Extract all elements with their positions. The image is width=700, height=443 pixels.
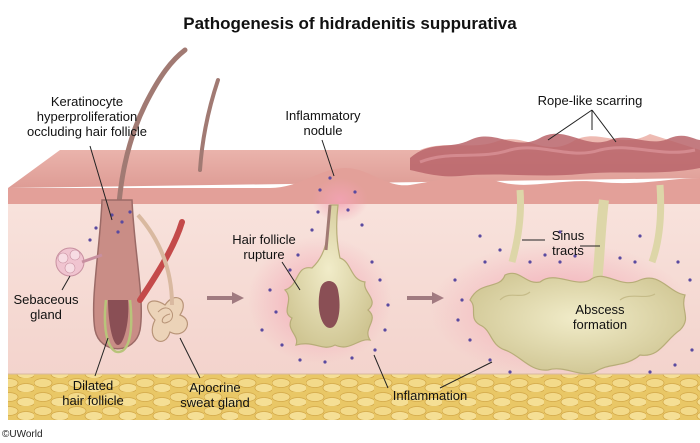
label-line: Sebaceous	[13, 292, 79, 307]
label-line: Abscess	[575, 302, 625, 317]
label-rope-like-scarring: Rope-like scarring	[537, 93, 643, 108]
label-apocrine-sweat-gland: Apocrine sweat gland	[160, 380, 270, 410]
sebaceous-gland	[55, 247, 103, 277]
apocrine-sweat-gland	[136, 213, 188, 342]
label-line: hyperproliferation	[36, 109, 138, 124]
sinus-tract-3	[648, 184, 665, 264]
label-abscess-formation: Abscess formation	[550, 302, 650, 332]
label-line: occluding hair follicle	[27, 124, 147, 139]
label-line: Inflammatory	[285, 108, 361, 123]
copyright-notice: ©UWorld	[2, 429, 43, 440]
hair-shaft-2	[198, 78, 220, 172]
label-line: formation	[572, 317, 628, 332]
label-line: Sinus	[551, 228, 585, 243]
label-dilated-hair-follicle: Dilated hair follicle	[38, 378, 148, 408]
label-inflammatory-nodule: Inflammatory nodule	[268, 108, 378, 138]
leader-lines	[61, 109, 617, 389]
label-line: Hair follicle	[232, 232, 296, 247]
label-line: Dilated	[72, 378, 114, 393]
label-line: rupture	[243, 247, 285, 262]
label-line: hair follicle	[62, 393, 124, 408]
diagram-title: Pathogenesis of hidradenitis suppurativa	[183, 14, 517, 33]
label-line: gland	[30, 307, 62, 322]
fat-layer	[8, 374, 700, 420]
label-hair-follicle-rupture: Hair follicle rupture	[214, 232, 314, 262]
label-line: sweat gland	[180, 395, 250, 410]
label-sebaceous-gland: Sebaceous gland	[6, 292, 86, 322]
abscess-cavity	[469, 272, 687, 375]
rope-scar	[410, 133, 700, 177]
label-sinus-tracts: Sinus tracts	[538, 228, 598, 258]
sinus-tract-1	[508, 189, 524, 263]
ruptured-follicle	[283, 204, 373, 348]
label-line: Apocrine	[189, 380, 241, 395]
label-line: tracts	[552, 243, 584, 258]
label-line: Keratinocyte	[50, 94, 124, 109]
inflammatory-cells	[88, 176, 694, 374]
label-line: nodule	[303, 123, 343, 138]
label-inflammation: Inflammation	[392, 388, 468, 403]
label-keratinocyte-hyperproliferation: Keratinocyte hyperproliferation occludin…	[2, 94, 172, 139]
